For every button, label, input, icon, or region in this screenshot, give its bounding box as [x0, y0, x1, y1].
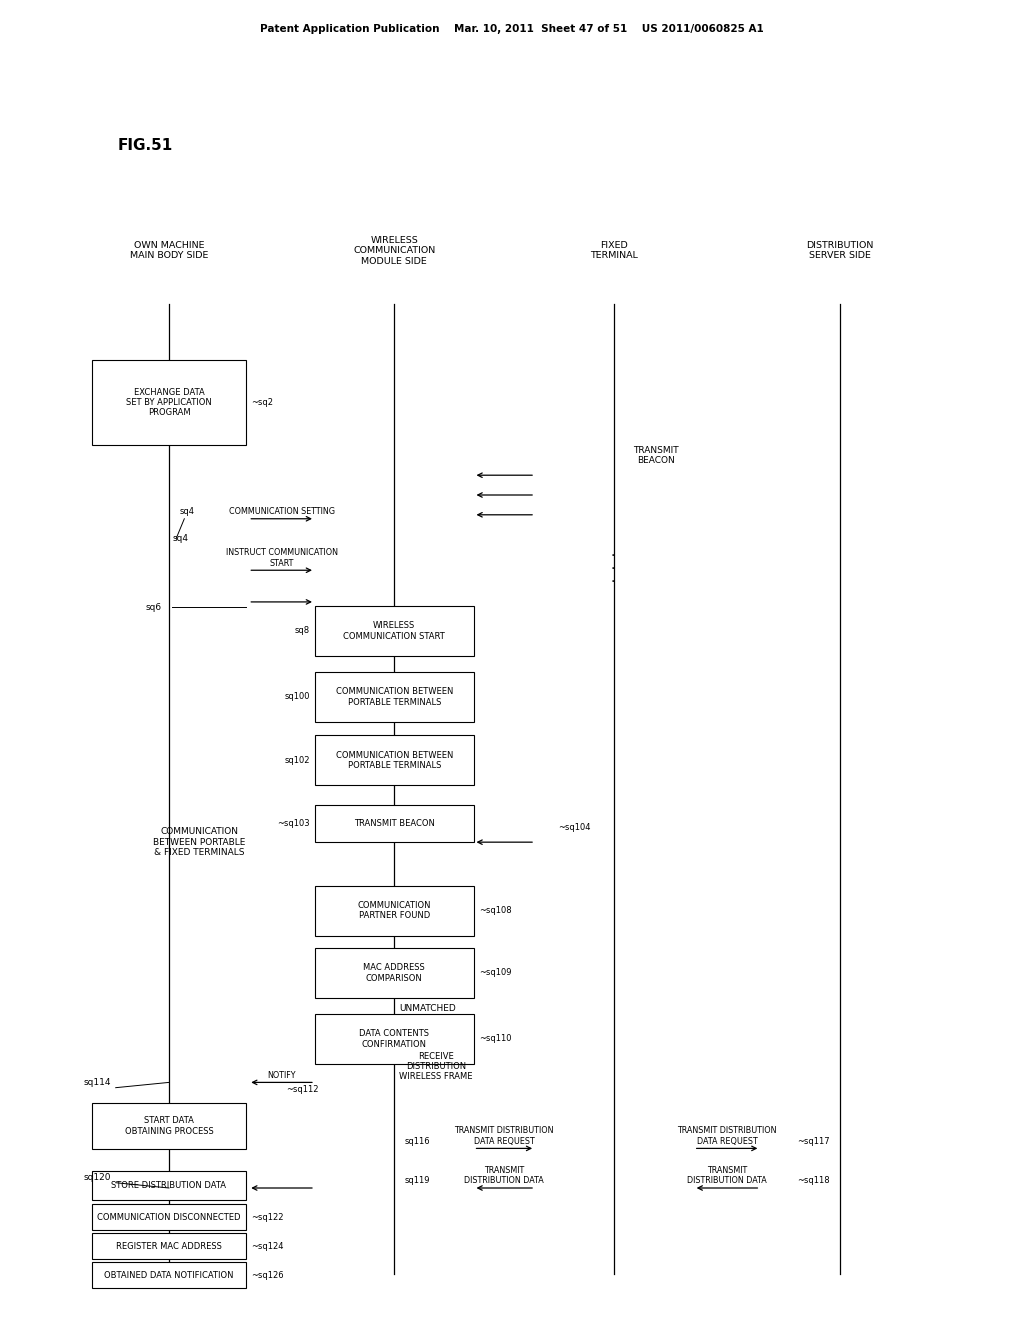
Text: FIG.51: FIG.51: [118, 137, 173, 153]
Text: .: .: [610, 572, 614, 585]
Text: sq119: sq119: [404, 1176, 430, 1185]
Text: ~sq126: ~sq126: [251, 1271, 284, 1279]
FancyBboxPatch shape: [92, 1262, 246, 1288]
Text: OWN MACHINE
MAIN BODY SIDE: OWN MACHINE MAIN BODY SIDE: [130, 242, 208, 260]
Text: COMMUNICATION DISCONNECTED: COMMUNICATION DISCONNECTED: [97, 1213, 241, 1221]
Text: sq4: sq4: [172, 535, 188, 543]
Text: ~sq124: ~sq124: [251, 1242, 284, 1250]
Text: OBTAINED DATA NOTIFICATION: OBTAINED DATA NOTIFICATION: [104, 1271, 233, 1279]
Text: WIRELESS
COMMUNICATION START: WIRELESS COMMUNICATION START: [343, 622, 445, 640]
FancyBboxPatch shape: [92, 1233, 246, 1259]
Text: FIXED
TERMINAL: FIXED TERMINAL: [591, 242, 638, 260]
FancyBboxPatch shape: [92, 1171, 246, 1200]
Text: DISTRIBUTION
SERVER SIDE: DISTRIBUTION SERVER SIDE: [806, 242, 873, 260]
Text: sq120: sq120: [83, 1173, 111, 1181]
Text: REGISTER MAC ADDRESS: REGISTER MAC ADDRESS: [116, 1242, 222, 1250]
Text: TRANSMIT DISTRIBUTION
DATA REQUEST: TRANSMIT DISTRIBUTION DATA REQUEST: [677, 1126, 777, 1146]
Text: ~sq109: ~sq109: [479, 969, 511, 977]
FancyBboxPatch shape: [92, 359, 246, 445]
FancyBboxPatch shape: [92, 1204, 246, 1230]
FancyBboxPatch shape: [315, 948, 473, 998]
Text: DATA CONTENTS
CONFIRMATION: DATA CONTENTS CONFIRMATION: [359, 1030, 429, 1048]
Text: sq114: sq114: [83, 1078, 111, 1086]
FancyBboxPatch shape: [315, 672, 473, 722]
Text: Patent Application Publication    Mar. 10, 2011  Sheet 47 of 51    US 2011/00608: Patent Application Publication Mar. 10, …: [260, 24, 764, 34]
FancyBboxPatch shape: [315, 805, 473, 842]
Text: .: .: [610, 545, 614, 558]
Text: ~sq118: ~sq118: [797, 1176, 829, 1185]
Text: START DATA
OBTAINING PROCESS: START DATA OBTAINING PROCESS: [125, 1117, 213, 1135]
Text: ~sq110: ~sq110: [479, 1035, 511, 1043]
Text: ~sq103: ~sq103: [278, 820, 309, 828]
Text: STORE DISTRIBUTION DATA: STORE DISTRIBUTION DATA: [112, 1181, 226, 1189]
Text: TRANSMIT
DISTRIBUTION DATA: TRANSMIT DISTRIBUTION DATA: [465, 1166, 544, 1185]
Text: COMMUNICATION
BETWEEN PORTABLE
& FIXED TERMINALS: COMMUNICATION BETWEEN PORTABLE & FIXED T…: [154, 828, 246, 857]
Text: UNMATCHED: UNMATCHED: [399, 1005, 456, 1012]
Text: ~sq108: ~sq108: [479, 907, 511, 915]
Text: ~sq122: ~sq122: [251, 1213, 284, 1221]
FancyBboxPatch shape: [92, 1104, 246, 1148]
Text: COMMUNICATION
PARTNER FOUND: COMMUNICATION PARTNER FOUND: [357, 902, 431, 920]
FancyBboxPatch shape: [315, 886, 473, 936]
Text: sq116: sq116: [404, 1137, 430, 1146]
Text: sq6: sq6: [145, 603, 162, 611]
Text: TRANSMIT BEACON: TRANSMIT BEACON: [354, 820, 434, 828]
Text: COMMUNICATION BETWEEN
PORTABLE TERMINALS: COMMUNICATION BETWEEN PORTABLE TERMINALS: [336, 688, 453, 706]
Text: MAC ADDRESS
COMPARISON: MAC ADDRESS COMPARISON: [364, 964, 425, 982]
Text: COMMUNICATION SETTING: COMMUNICATION SETTING: [228, 507, 335, 516]
Text: EXCHANGE DATA
SET BY APPLICATION
PROGRAM: EXCHANGE DATA SET BY APPLICATION PROGRAM: [126, 388, 212, 417]
Text: NOTIFY: NOTIFY: [267, 1071, 296, 1080]
FancyBboxPatch shape: [315, 735, 473, 785]
Text: ~sq112: ~sq112: [286, 1085, 318, 1094]
Text: TRANSMIT
BEACON: TRANSMIT BEACON: [633, 446, 679, 465]
Text: sq102: sq102: [285, 756, 309, 764]
Text: ~sq2: ~sq2: [251, 399, 272, 407]
Text: INSTRUCT COMMUNICATION
START: INSTRUCT COMMUNICATION START: [225, 548, 338, 568]
Text: sq4: sq4: [179, 507, 195, 516]
Text: sq100: sq100: [285, 693, 309, 701]
FancyBboxPatch shape: [315, 1014, 473, 1064]
Text: sq8: sq8: [295, 627, 309, 635]
Text: WIRELESS
COMMUNICATION
MODULE SIDE: WIRELESS COMMUNICATION MODULE SIDE: [353, 236, 435, 265]
Text: TRANSMIT DISTRIBUTION
DATA REQUEST: TRANSMIT DISTRIBUTION DATA REQUEST: [455, 1126, 554, 1146]
Text: COMMUNICATION BETWEEN
PORTABLE TERMINALS: COMMUNICATION BETWEEN PORTABLE TERMINALS: [336, 751, 453, 770]
Text: TRANSMIT
DISTRIBUTION DATA: TRANSMIT DISTRIBUTION DATA: [687, 1166, 767, 1185]
Text: ~sq117: ~sq117: [797, 1137, 829, 1146]
Text: ~sq104: ~sq104: [558, 822, 591, 832]
Text: RECEIVE
DISTRIBUTION
WIRELESS FRAME: RECEIVE DISTRIBUTION WIRELESS FRAME: [399, 1052, 473, 1081]
FancyBboxPatch shape: [315, 606, 473, 656]
Text: .: .: [610, 558, 614, 572]
